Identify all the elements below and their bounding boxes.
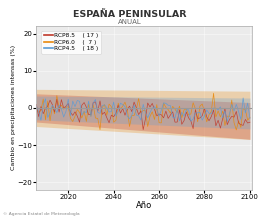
X-axis label: Año: Año [136,201,152,210]
Text: ESPAÑA PENINSULAR: ESPAÑA PENINSULAR [73,10,187,19]
Text: ANUAL: ANUAL [118,19,142,25]
Legend: RCP8.5    ( 17 ), RCP6.0    (  7 ), RCP4.5    ( 18 ): RCP8.5 ( 17 ), RCP6.0 ( 7 ), RCP4.5 ( 18… [42,31,101,54]
Y-axis label: Cambio en precipitaciones intensas (%): Cambio en precipitaciones intensas (%) [11,45,16,170]
Text: © Agencia Estatal de Meteorología: © Agencia Estatal de Meteorología [3,212,79,216]
